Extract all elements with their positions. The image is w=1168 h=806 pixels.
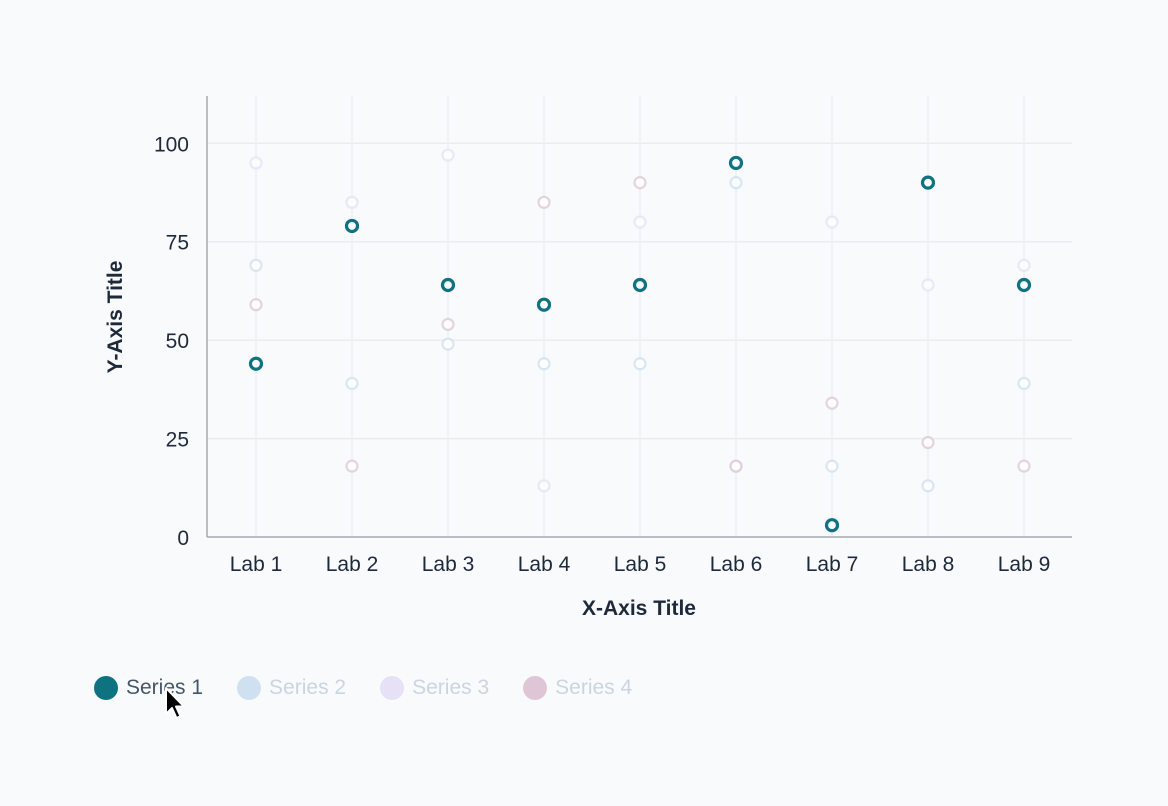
point-series-3[interactable] xyxy=(633,215,647,229)
point-series-3[interactable] xyxy=(921,278,935,292)
y-tick-label: 0 xyxy=(177,527,189,550)
x-axis-title: X-Axis Title xyxy=(582,597,696,620)
legend-item-series-1[interactable]: Series 1 xyxy=(94,676,203,700)
legend-label: Series 3 xyxy=(412,676,490,699)
x-tick-label: Lab 2 xyxy=(326,553,379,576)
point-series-2[interactable] xyxy=(729,176,743,190)
grid-layer xyxy=(207,96,1072,537)
mouse-pointer-icon xyxy=(165,687,185,719)
point-series-3[interactable] xyxy=(537,479,551,493)
point-series-1[interactable] xyxy=(536,297,552,312)
x-tick-label: Lab 1 xyxy=(230,553,283,576)
x-tick-label: Lab 4 xyxy=(518,553,571,576)
point-series-4[interactable] xyxy=(441,317,455,331)
x-tick-label: Lab 6 xyxy=(710,553,763,576)
point-series-1[interactable] xyxy=(824,518,840,533)
point-series-2[interactable] xyxy=(537,357,551,371)
point-series-1[interactable] xyxy=(632,277,648,293)
legend-swatch xyxy=(523,676,548,700)
x-tick-label: Lab 7 xyxy=(806,553,859,576)
point-series-4[interactable] xyxy=(633,176,647,190)
point-series-2[interactable] xyxy=(1017,376,1031,391)
ticks-layer: 0 25 50 75 100 Lab 1 Lab 2 Lab 3 Lab 4 Lab 5 Lab 6… xyxy=(154,133,1050,576)
points-layer xyxy=(248,148,1032,533)
point-series-3[interactable] xyxy=(249,156,263,170)
legend-swatch xyxy=(94,676,118,700)
y-tick-label: 50 xyxy=(166,330,189,353)
point-series-2[interactable] xyxy=(825,459,839,473)
point-series-4[interactable] xyxy=(1017,459,1031,473)
point-series-2[interactable] xyxy=(441,337,455,351)
legend-item-series-3[interactable]: Series 3 xyxy=(380,676,489,700)
point-series-2[interactable] xyxy=(249,258,263,272)
x-tick-label: Lab 3 xyxy=(422,553,475,576)
point-series-1[interactable] xyxy=(248,356,264,371)
x-tick-label: Lab 9 xyxy=(998,553,1051,576)
point-series-3[interactable] xyxy=(441,148,455,162)
point-series-4[interactable] xyxy=(345,459,359,473)
point-series-1[interactable] xyxy=(440,277,456,293)
x-tick-label: Lab 5 xyxy=(614,553,667,576)
y-axis-title: Y-Axis Title xyxy=(104,261,127,374)
point-series-1[interactable] xyxy=(1016,277,1032,293)
legend-swatch xyxy=(237,676,262,700)
point-series-1[interactable] xyxy=(344,218,360,234)
legend-item-series-4[interactable]: Series 4 xyxy=(523,676,632,700)
point-series-3[interactable] xyxy=(345,195,359,209)
point-series-2[interactable] xyxy=(921,479,935,493)
legend-label: Series 1 xyxy=(126,676,204,699)
point-series-3[interactable] xyxy=(825,215,839,229)
legend-label: Series 4 xyxy=(555,676,633,699)
y-tick-label: 25 xyxy=(166,429,189,452)
legend-item-series-2[interactable]: Series 2 xyxy=(237,676,346,700)
point-series-2[interactable] xyxy=(345,376,359,391)
point-series-1[interactable] xyxy=(920,175,936,190)
legend-label: Series 2 xyxy=(269,676,347,699)
legend-swatch xyxy=(380,676,405,700)
point-series-4[interactable] xyxy=(921,435,935,450)
x-tick-label: Lab 8 xyxy=(902,553,955,576)
point-series-4[interactable] xyxy=(825,396,839,410)
point-series-1[interactable] xyxy=(728,155,744,171)
point-series-4[interactable] xyxy=(537,195,551,209)
point-series-2[interactable] xyxy=(633,357,647,371)
point-series-3[interactable] xyxy=(1017,258,1031,272)
axis-layer xyxy=(206,96,1072,538)
y-tick-label: 100 xyxy=(154,133,189,156)
point-series-4[interactable] xyxy=(729,459,743,473)
y-tick-label: 75 xyxy=(166,232,189,255)
point-series-4[interactable] xyxy=(249,298,263,312)
legend: Series 1 Series 2 Series 3 Series 4 xyxy=(94,676,666,700)
